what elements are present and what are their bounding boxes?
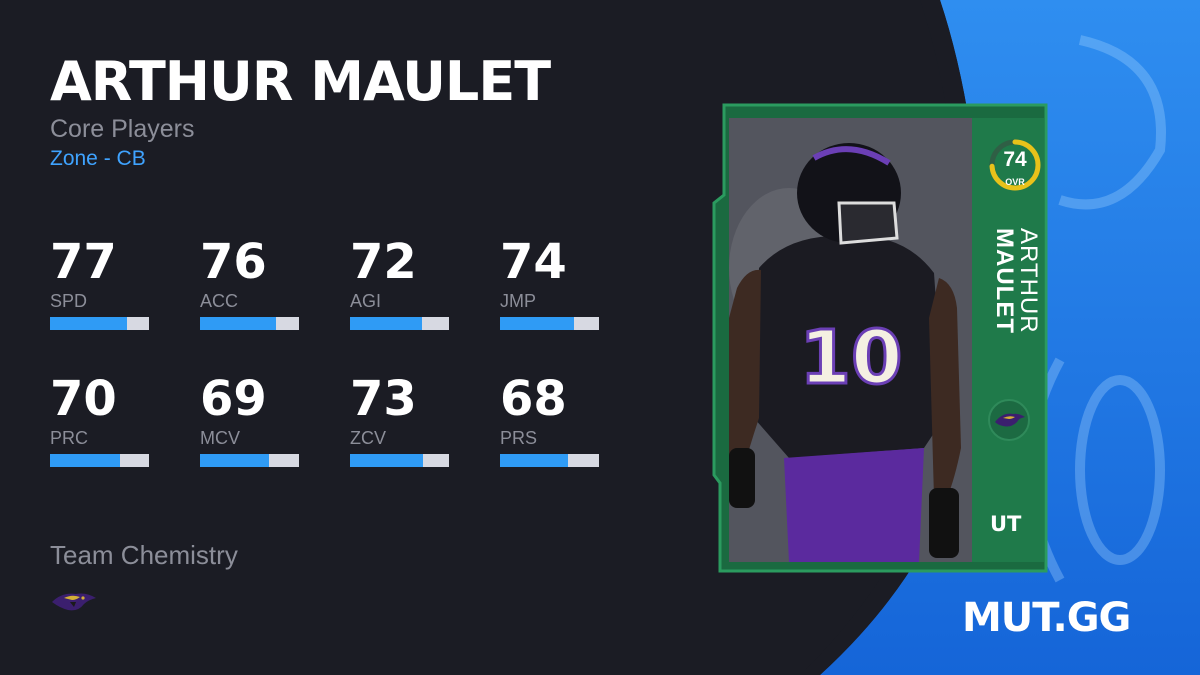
- stat-label: MCV: [200, 428, 240, 448]
- stat-prs: 68 PRS: [500, 370, 600, 467]
- stat-value: 77: [50, 234, 117, 290]
- stat-jmp: 74 JMP: [500, 233, 600, 330]
- stat-label: PRS: [500, 428, 538, 448]
- card-side-panel: [972, 118, 1044, 562]
- stat-bar-fill: [200, 454, 270, 467]
- stat-bar-fill: [350, 454, 424, 467]
- ravens-logo-icon[interactable]: [50, 588, 98, 614]
- stat-label: SPD: [50, 291, 88, 311]
- stat-spd: 77 SPD: [50, 233, 150, 330]
- player-photo: 10: [729, 118, 972, 562]
- stat-bar: [500, 317, 599, 330]
- stat-label: PRC: [50, 428, 89, 448]
- stat-label: ACC: [200, 291, 239, 311]
- jersey-number: 10: [800, 315, 903, 401]
- stat-bar-fill: [50, 454, 121, 467]
- stat-label: JMP: [500, 291, 536, 311]
- stat-prc: 70 PRC: [50, 370, 150, 467]
- ovr-label: OVR: [1005, 177, 1025, 187]
- stat-bar: [200, 454, 299, 467]
- stat-value: 68: [500, 371, 567, 427]
- stat-mcv: 69 MCV: [200, 370, 300, 467]
- player-name: ARTHUR MAULET: [50, 50, 551, 113]
- stat-bar-fill: [500, 454, 569, 467]
- stat-label: ZCV: [350, 428, 386, 448]
- ovr-value: 74: [1003, 148, 1027, 171]
- stat-agi: 72 AGI: [350, 233, 450, 330]
- archetype: Zone - CB: [50, 147, 146, 170]
- ovr-ring: [989, 139, 1041, 191]
- stat-bar-fill: [200, 317, 277, 330]
- stat-acc: 76 ACC: [200, 233, 300, 330]
- team-chemistry-title: Team Chemistry: [50, 540, 238, 570]
- stat-bar: [350, 317, 449, 330]
- brand-logo[interactable]: MUT.GG: [962, 595, 1131, 641]
- stat-bar: [500, 454, 599, 467]
- stat-value: 74: [500, 234, 567, 290]
- stat-value: 72: [350, 234, 417, 290]
- stat-bar: [50, 317, 149, 330]
- stat-bar: [200, 317, 299, 330]
- stat-label: AGI: [350, 291, 382, 311]
- stat-value: 73: [350, 371, 417, 427]
- stat-value: 70: [50, 371, 117, 427]
- card-last-name: MAULET: [991, 228, 1018, 334]
- stat-bar: [350, 454, 449, 467]
- stat-value: 76: [200, 234, 267, 290]
- stat-value: 69: [200, 371, 267, 427]
- stat-bar: [50, 454, 149, 467]
- ut-badge: UT: [990, 512, 1022, 536]
- stat-bar-fill: [50, 317, 128, 330]
- stat-bar-fill: [500, 317, 575, 330]
- stat-bar-fill: [350, 317, 423, 330]
- program-name: Core Players: [50, 115, 195, 143]
- card-first-name: ARTHUR: [1015, 228, 1042, 334]
- stat-zcv: 73 ZCV: [350, 370, 450, 467]
- ravens-badge-icon: [988, 399, 1030, 441]
